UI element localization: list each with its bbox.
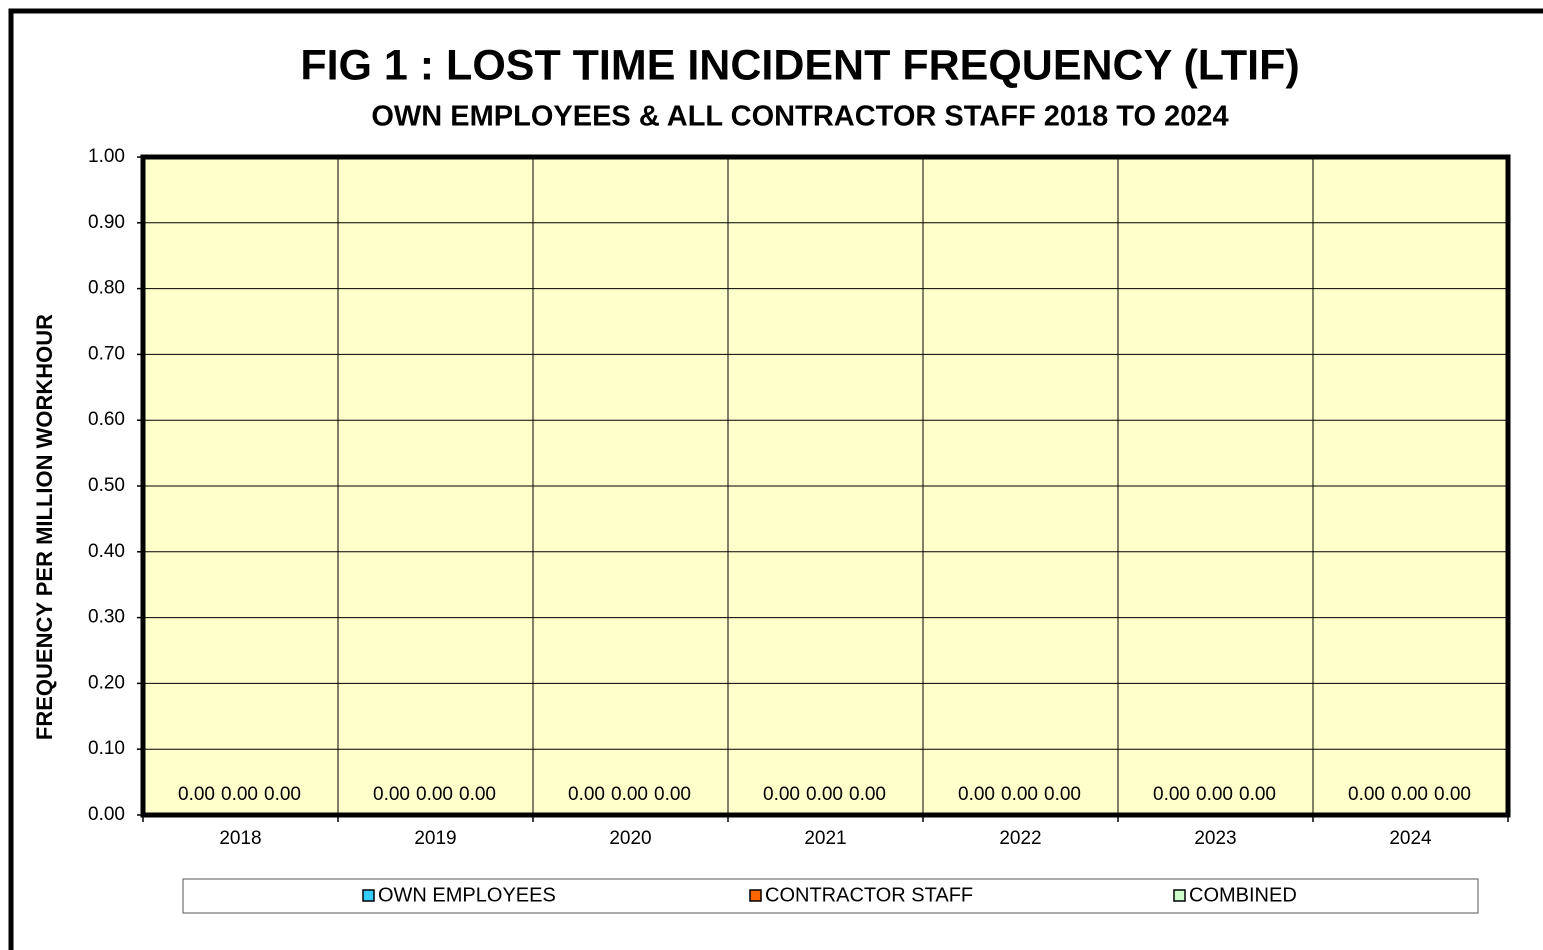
value-label: 0.00 [958,784,995,805]
value-label: 0.00 [611,784,648,805]
chart-subtitle: OWN EMPLOYEES & ALL CONTRACTOR STAFF 201… [371,101,1228,133]
legend-swatch [1173,889,1186,902]
y-tick-label: 1.00 [88,146,125,167]
value-label: 0.00 [1348,784,1385,805]
y-tick-label: 0.30 [88,607,125,628]
x-tick-label: 2023 [1194,828,1236,849]
value-label: 0.00 [416,784,453,805]
value-label: 0.00 [264,784,301,805]
value-label: 0.00 [178,784,215,805]
legend-swatch [749,889,762,902]
y-tick-label: 0.80 [88,278,125,299]
legend-label: OWN EMPLOYEES [378,884,556,906]
value-label: 0.00 [654,784,691,805]
y-axis-title: FREQUENCY PER MILLION WORKHOUR [32,314,57,740]
x-tick-label: 2024 [1389,828,1432,849]
chart-title: FIG 1 : LOST TIME INCIDENT FREQUENCY (LT… [300,41,1299,89]
value-label: 0.00 [1434,784,1471,805]
legend [182,878,1479,914]
y-tick-label: 0.40 [88,541,125,562]
x-tick-label: 2021 [804,828,846,849]
value-label: 0.00 [1153,784,1190,805]
y-tick-label: 0.70 [88,343,125,364]
value-label: 0.00 [1391,784,1428,805]
value-label: 0.00 [459,784,496,805]
legend-swatch [362,889,375,902]
value-label: 0.00 [763,784,800,805]
legend-label: CONTRACTOR STAFF [765,884,973,906]
legend-label: COMBINED [1189,884,1297,906]
x-tick-label: 2020 [609,828,651,849]
y-tick-label: 0.60 [88,409,125,430]
x-tick-label: 2022 [999,828,1041,849]
value-label: 0.00 [1001,784,1038,805]
value-label: 0.00 [1239,784,1276,805]
value-label: 0.00 [568,784,605,805]
y-tick-label: 0.10 [88,738,125,759]
x-tick-label: 2018 [219,828,261,849]
value-label: 0.00 [806,784,843,805]
y-tick-label: 0.20 [88,672,125,693]
value-label: 0.00 [1044,784,1081,805]
y-tick-label: 0.50 [88,475,125,496]
value-label: 0.00 [221,784,258,805]
x-tick-label: 2019 [414,828,456,849]
y-tick-label: 0.00 [88,804,125,825]
value-label: 0.00 [1196,784,1233,805]
y-tick-label: 0.90 [88,212,125,233]
plot-border [140,154,1511,818]
value-label: 0.00 [373,784,410,805]
value-label: 0.00 [849,784,886,805]
